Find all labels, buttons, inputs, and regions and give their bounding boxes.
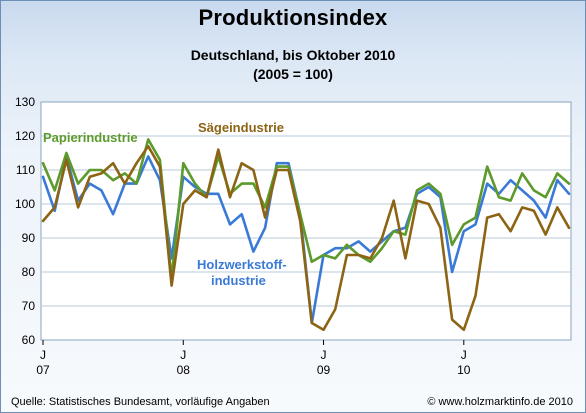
series-line-saege [41, 144, 571, 332]
x-tick-month: J [40, 348, 46, 362]
x-tick-year: 10 [457, 363, 471, 377]
y-tick-label: 90 [22, 231, 36, 245]
x-tick-year: 07 [36, 363, 50, 377]
series-labels: Papierindustrie Sägeindustrie Holzwerkst… [43, 120, 287, 288]
y-axis: 60 70 80 90 100 110 120 130 [15, 95, 35, 347]
y-tick-label: 130 [15, 95, 35, 109]
label-holzwerkstoff-line2: industrie [211, 273, 266, 288]
source-note: Quelle: Statistisches Bundesamt, vorläuf… [11, 396, 270, 408]
chart-subtitle: Deutschland, bis Oktober 2010 [190, 47, 396, 63]
x-tick-year: 08 [177, 363, 191, 377]
y-tick-label: 70 [22, 299, 36, 313]
y-tick-label: 120 [15, 129, 35, 143]
x-tick-month: J [461, 348, 467, 362]
copyright-note: © www.holzmarktinfo.de 2010 [427, 396, 573, 408]
label-saegeindustrie: Sägeindustrie [198, 120, 284, 135]
chart-title: Produktionsindex [198, 5, 388, 30]
y-tick-label: 110 [16, 163, 35, 177]
series-line-papier [41, 138, 571, 281]
plot-area [40, 101, 572, 341]
chart-subtitle-base: (2005 = 100) [253, 66, 333, 82]
x-tick-year: 09 [317, 363, 331, 377]
x-tick-month: J [180, 348, 186, 362]
series-lines [41, 138, 571, 332]
y-tick-label: 80 [22, 265, 36, 279]
label-holzwerkstoff-line1: Holzwerkstoff- [197, 257, 287, 272]
y-tick-label: 100 [15, 197, 35, 211]
x-tick-month: J [321, 348, 327, 362]
label-papierindustrie: Papierindustrie [43, 130, 138, 145]
y-tick-label: 60 [22, 333, 36, 347]
